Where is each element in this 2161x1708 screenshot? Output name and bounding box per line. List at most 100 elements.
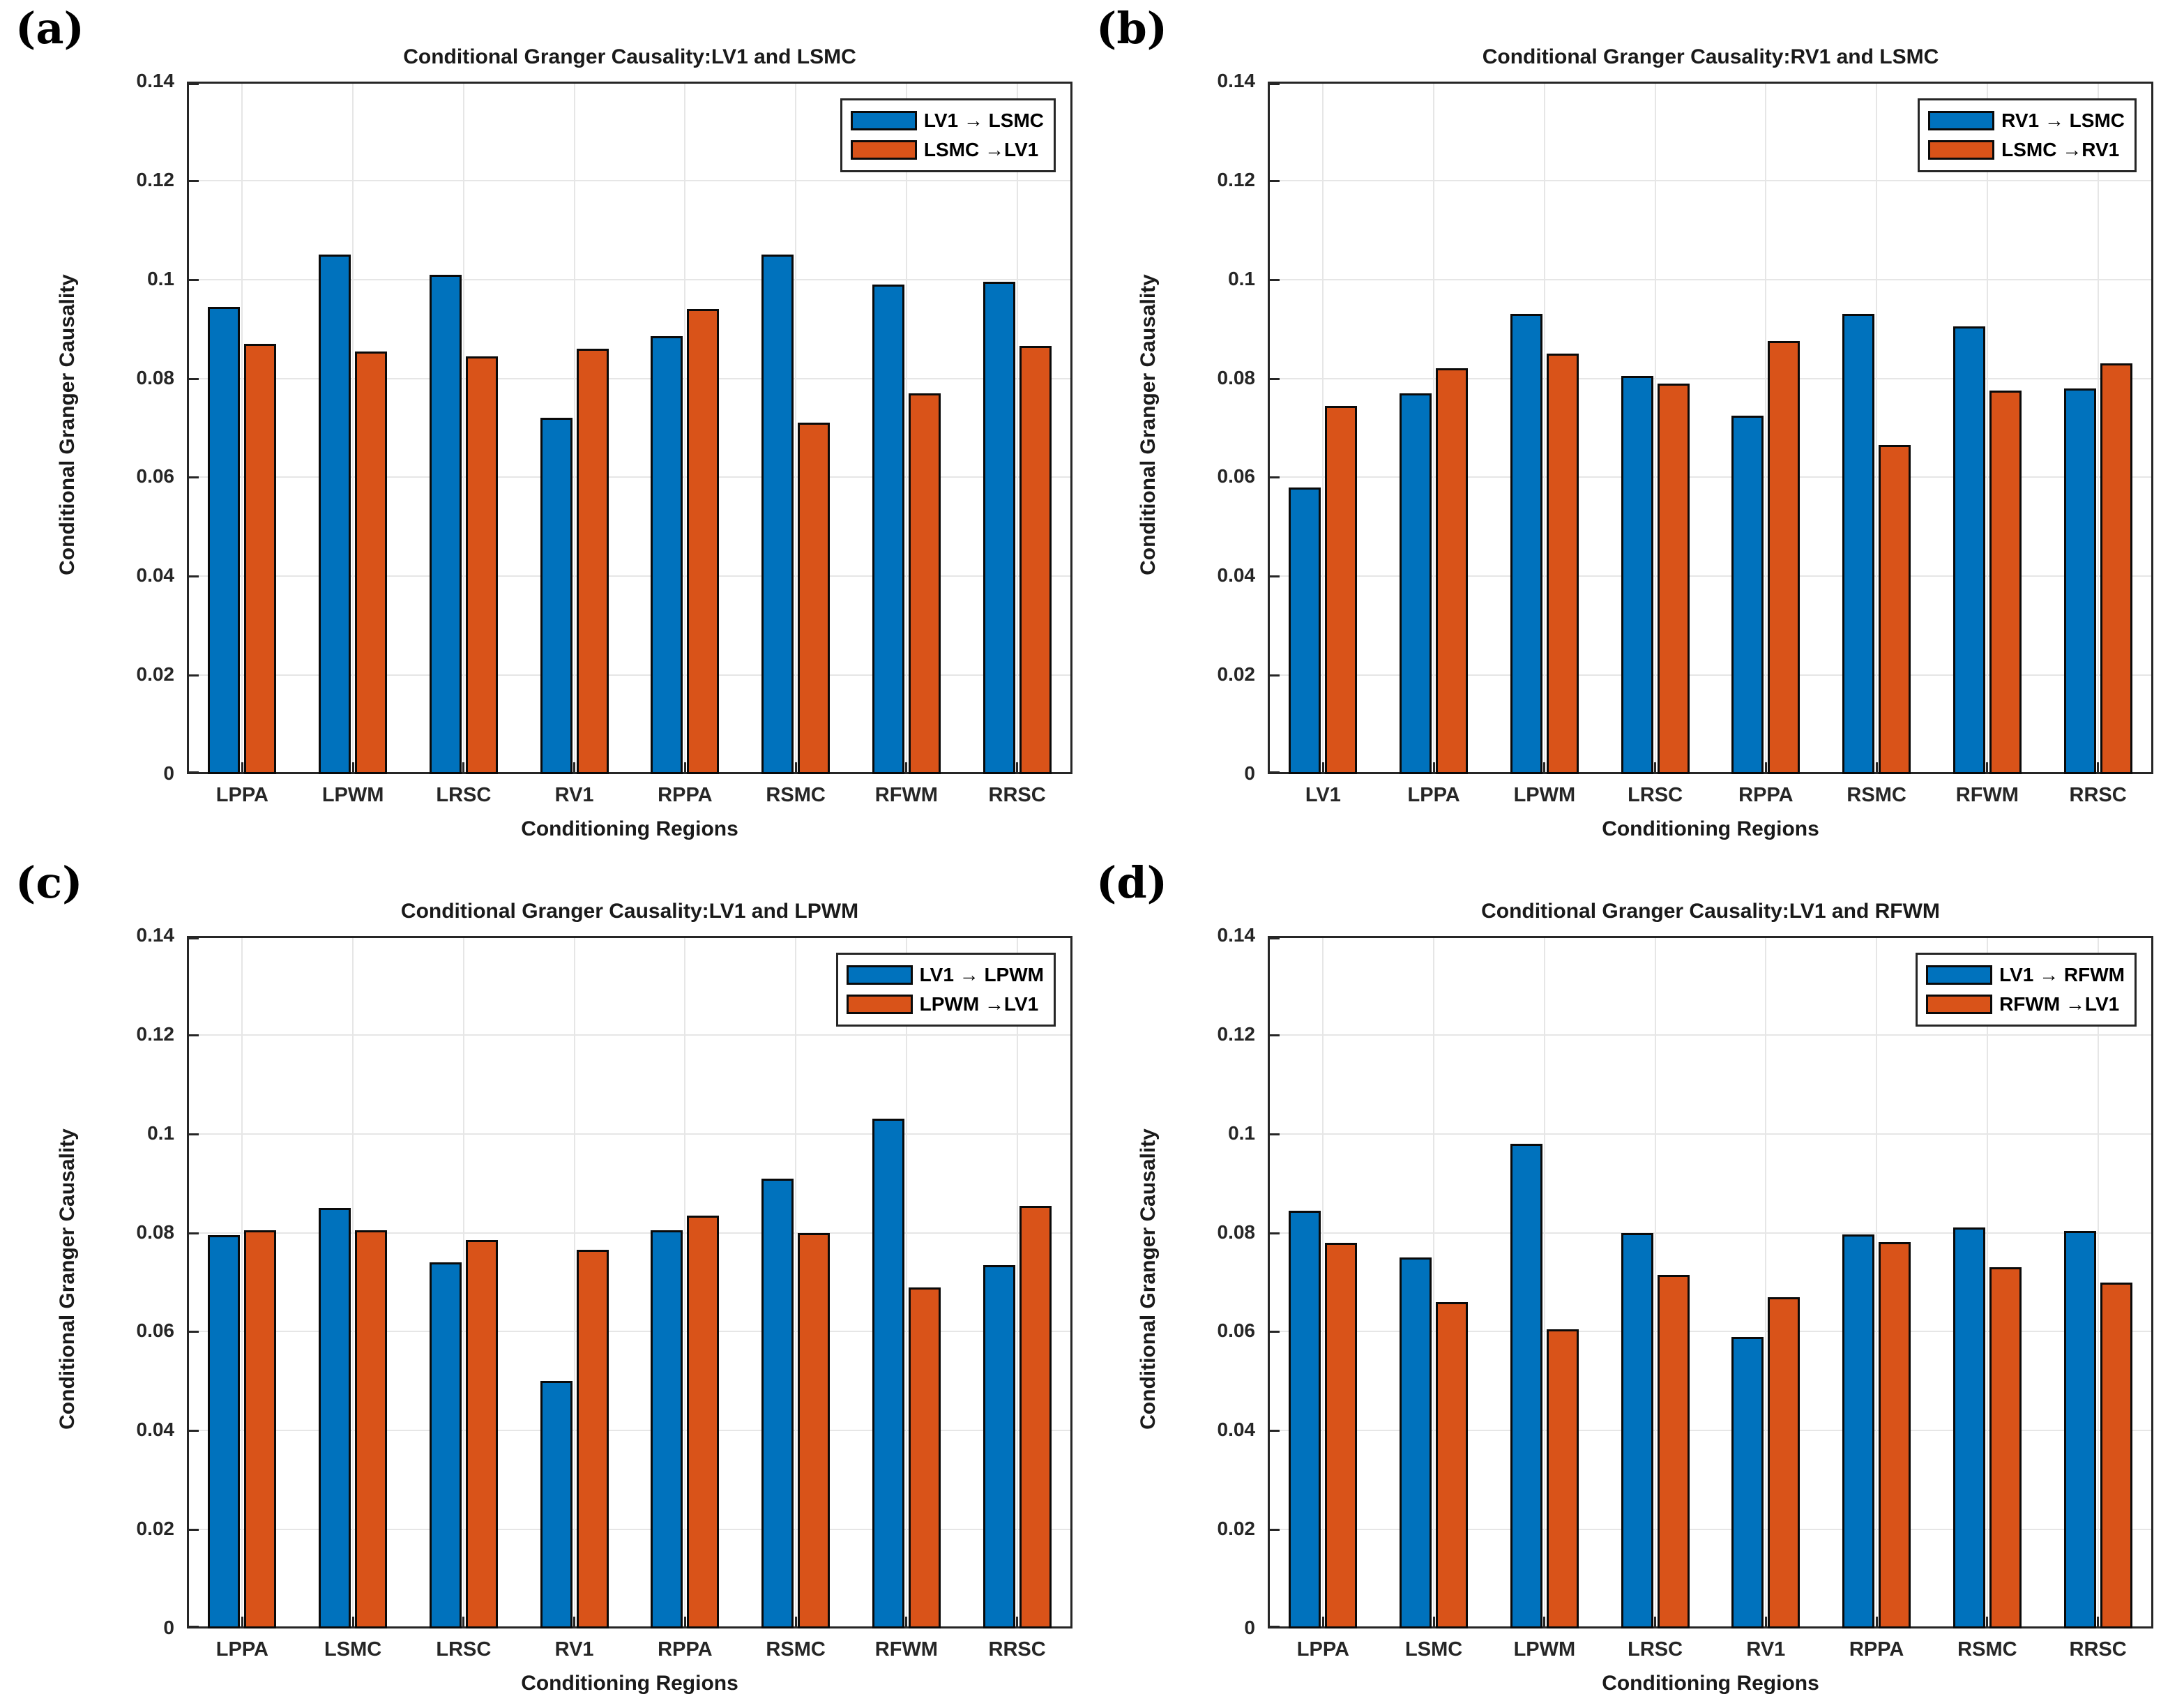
y-tick-label: 0 [163, 1617, 174, 1638]
bar-series-2 [1019, 346, 1052, 774]
chart-title: Conditional Granger Causality:RV1 and LS… [1482, 45, 1939, 68]
y-tick-label: 0.06 [136, 465, 175, 488]
bar-series-2 [908, 393, 941, 774]
bar-series-2 [2100, 363, 2132, 774]
bar-series-2 [355, 351, 388, 774]
y-tick-label: 0.04 [136, 1419, 175, 1441]
x-tick [1016, 1617, 1019, 1626]
x-tick [1543, 762, 1546, 772]
panel-d: (d) Conditional Granger Causality:LV1 and… [1081, 854, 2161, 1708]
y-tick-label: 0.06 [1217, 465, 1256, 488]
bar-series-2 [798, 423, 831, 774]
gridline-h [1270, 1331, 2151, 1333]
gridline-v [573, 84, 575, 772]
y-tick [189, 377, 199, 380]
chart-title: Conditional Granger Causality:LV1 and RF… [1481, 900, 1940, 923]
x-tick-label: LV1 [1305, 784, 1341, 806]
legend-item: RFWM →LV1 [1926, 990, 2125, 1019]
gridline-v [462, 84, 464, 772]
y-axis-label: Conditional Granger Causality [1137, 1128, 1160, 1430]
y-tick [189, 1232, 199, 1234]
gridline-v [1016, 84, 1018, 772]
x-axis-label: Conditioning Regions [1602, 817, 1819, 840]
x-tick [1543, 1617, 1546, 1626]
y-tick [189, 937, 199, 939]
y-tick-label: 0.1 [147, 267, 174, 289]
bar-series-2 [1325, 1242, 1358, 1628]
x-tick-label: RPPA [1738, 784, 1794, 806]
bar-series-1 [1400, 393, 1432, 774]
bar-series-1 [319, 255, 351, 774]
x-tick-label: LRSC [436, 1638, 492, 1661]
x-tick-label: RRSC [2069, 784, 2127, 806]
gridline-v [1322, 84, 1324, 772]
y-tick [1270, 83, 1280, 85]
x-tick [1764, 1617, 1767, 1626]
x-tick-label: RFWM [1955, 784, 2019, 806]
x-tick [1986, 1617, 1989, 1626]
bar-series-2 [1879, 1242, 1911, 1628]
bar-series-1 [1731, 415, 1764, 774]
gridline-v [573, 938, 575, 1626]
gridline-v [905, 938, 907, 1626]
legend-swatch [846, 965, 913, 985]
gridline-v [1322, 938, 1324, 1626]
panel-letter: (a) [15, 3, 84, 54]
gridline-h [189, 377, 1070, 379]
x-axis-label: Conditioning Regions [521, 1672, 738, 1695]
bar-series-1 [1842, 1234, 1875, 1628]
x-tick-label: RSMC [1957, 1638, 2017, 1661]
gridline-h [1270, 1232, 2151, 1234]
legend-label: RFWM →LV1 [1999, 993, 2120, 1015]
bar-series-2 [576, 349, 609, 774]
gridline-v [1433, 84, 1435, 772]
legend-label: LV1 → LSMC [923, 109, 1044, 131]
x-tick-label: RRSC [2069, 1638, 2127, 1661]
y-tick-label: 0.08 [136, 366, 175, 388]
bar-series-2 [1989, 391, 2022, 774]
legend-item: LSMC →RV1 [1928, 135, 2125, 165]
bar-series-1 [2063, 388, 2096, 774]
x-tick [683, 1617, 686, 1626]
x-axis-label: Conditioning Regions [1602, 1672, 1819, 1695]
bar-series-2 [465, 356, 498, 774]
gridline-v [1016, 938, 1018, 1626]
y-tick-label: 0.08 [136, 1220, 175, 1243]
y-tick [189, 179, 199, 182]
bar-series-2 [1768, 341, 1800, 774]
bar-series-1 [1731, 1336, 1764, 1628]
bar-series-1 [983, 1264, 1015, 1628]
x-tick [241, 1617, 243, 1626]
gridline-v [1433, 938, 1435, 1626]
legend: RV1 → LSMC LSMC →RV1 [1918, 98, 2137, 172]
gridline-v [1765, 938, 1767, 1626]
bar-series-1 [1842, 314, 1875, 774]
legend-item: LV1 → LSMC [850, 106, 1044, 135]
bar-series-2 [576, 1250, 609, 1628]
y-tick-label: 0 [1244, 1617, 1255, 1638]
x-tick [1654, 1617, 1657, 1626]
gridline-h [1270, 575, 2151, 577]
gridline-h [189, 1034, 1070, 1036]
gridline-h [189, 1331, 1070, 1333]
x-tick-label: RSMC [766, 784, 826, 806]
x-tick-label: RPPA [658, 784, 713, 806]
legend-label: LSMC →RV1 [2001, 139, 2120, 160]
x-tick-label: RSMC [766, 1638, 826, 1661]
y-tick [189, 1133, 199, 1135]
x-tick [794, 762, 797, 772]
bar-series-2 [1768, 1297, 1800, 1628]
x-tick-label: RRSC [988, 784, 1046, 806]
legend-item: LV1 → RFWM [1926, 960, 2125, 990]
bar-series-1 [761, 255, 794, 774]
bar-series-1 [1400, 1257, 1432, 1628]
gridline-h [1270, 1430, 2151, 1432]
gridline-v [1876, 84, 1878, 772]
bar-series-1 [872, 284, 904, 774]
gridline-h [189, 674, 1070, 677]
gridline-h [189, 476, 1070, 478]
bar-series-1 [1621, 1232, 1653, 1628]
x-tick [351, 762, 354, 772]
x-tick [794, 1617, 797, 1626]
y-tick-label: 0.02 [1217, 663, 1256, 686]
